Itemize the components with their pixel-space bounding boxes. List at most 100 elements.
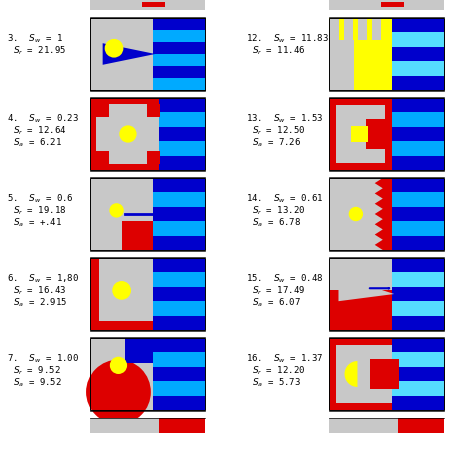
Bar [372, 18, 381, 40]
Bar [329, 258, 392, 330]
Text: $S_r$ = 13.20: $S_r$ = 13.20 [252, 204, 305, 217]
Bar [90, 258, 99, 330]
Bar [153, 258, 205, 273]
Circle shape [112, 281, 131, 300]
Bar [90, 258, 205, 330]
Polygon shape [329, 178, 383, 250]
Bar [344, 18, 353, 40]
Bar [329, 98, 444, 170]
Bar [153, 287, 205, 301]
Bar [392, 127, 444, 141]
Bar [153, 66, 205, 78]
Bar [329, 338, 444, 410]
Bar [90, 258, 153, 330]
Bar [153, 367, 205, 381]
Bar [153, 18, 205, 30]
Bar [329, 18, 392, 90]
Bar [392, 352, 444, 367]
Bar [153, 207, 205, 221]
Bar [392, 258, 444, 273]
Bar [329, 0, 444, 10]
Bar [351, 126, 368, 142]
Bar [96, 151, 109, 164]
Text: 3.  $S_w$ = 1: 3. $S_w$ = 1 [7, 32, 63, 45]
Text: 12.  $S_w$ = 11.83: 12. $S_w$ = 11.83 [246, 32, 329, 45]
Bar [153, 178, 205, 192]
Text: $S_a$ = 2.915: $S_a$ = 2.915 [13, 296, 67, 309]
Bar [153, 338, 205, 352]
Bar [392, 47, 444, 61]
Text: $S_r$ = 17.49: $S_r$ = 17.49 [252, 284, 305, 297]
Bar [329, 178, 444, 250]
Text: 14.  $S_w$ = 0.61: 14. $S_w$ = 0.61 [246, 192, 324, 205]
Text: $S_r$ = 9.52: $S_r$ = 9.52 [13, 365, 61, 377]
Bar [392, 236, 444, 250]
Text: $S_r$ = 16.43: $S_r$ = 16.43 [13, 284, 66, 297]
Bar [153, 236, 205, 250]
Text: 6.  $S_w$ = 1,80: 6. $S_w$ = 1,80 [7, 273, 79, 285]
Bar [125, 338, 155, 363]
Bar [159, 112, 205, 127]
Bar [90, 98, 205, 170]
Bar [90, 418, 159, 433]
Circle shape [105, 39, 123, 58]
Bar [153, 273, 205, 287]
Bar [392, 18, 444, 32]
Bar [392, 338, 444, 352]
Bar [153, 30, 205, 42]
Bar [392, 32, 444, 47]
Bar [90, 418, 205, 433]
Bar [329, 418, 398, 433]
Bar [122, 221, 155, 250]
Bar [329, 418, 444, 433]
Circle shape [110, 357, 127, 374]
Text: 7.  $S_w$ = 1.00: 7. $S_w$ = 1.00 [7, 352, 79, 365]
Bar [329, 178, 392, 250]
Bar [329, 258, 392, 291]
Bar [392, 381, 444, 396]
Bar [336, 345, 392, 403]
Bar [159, 127, 205, 141]
Text: 4.  $S_w$ = 0.23: 4. $S_w$ = 0.23 [7, 112, 79, 125]
Bar [96, 104, 159, 164]
Bar [153, 192, 205, 207]
Bar [90, 338, 153, 410]
Bar [90, 178, 153, 250]
Bar [365, 119, 392, 148]
Text: 5.  $S_w$ = 0.6: 5. $S_w$ = 0.6 [7, 192, 74, 205]
Bar [392, 221, 444, 236]
Text: $S_a$ = 9.52: $S_a$ = 9.52 [13, 376, 62, 389]
FancyArrowPatch shape [370, 288, 389, 289]
Bar [153, 42, 205, 54]
Polygon shape [103, 43, 155, 65]
Bar [392, 141, 444, 155]
Bar [90, 18, 153, 90]
Bar [96, 104, 109, 117]
Text: $S_r$ = 12.20: $S_r$ = 12.20 [252, 365, 305, 377]
Text: 16.  $S_w$ = 1.37: 16. $S_w$ = 1.37 [246, 352, 323, 365]
Bar [392, 316, 444, 330]
Bar [392, 367, 444, 381]
Wedge shape [345, 361, 357, 387]
Bar [153, 301, 205, 316]
Bar [153, 381, 205, 396]
Bar [358, 18, 367, 40]
Circle shape [119, 125, 137, 143]
Bar [90, 338, 205, 410]
Bar [392, 155, 444, 170]
Bar [392, 396, 444, 410]
Bar [392, 207, 444, 221]
Circle shape [86, 360, 151, 424]
Bar [142, 2, 165, 7]
Bar [153, 316, 205, 330]
Text: $S_a$ = 5.73: $S_a$ = 5.73 [252, 376, 301, 389]
Bar [153, 78, 205, 90]
Text: $S_r$ = 12.64: $S_r$ = 12.64 [13, 124, 66, 137]
Bar [392, 178, 444, 192]
Circle shape [349, 207, 363, 221]
Bar [147, 104, 160, 117]
Bar [370, 359, 399, 389]
Bar [90, 321, 153, 330]
Text: $S_a$ = 6.78: $S_a$ = 6.78 [252, 217, 301, 229]
Bar [329, 338, 444, 410]
